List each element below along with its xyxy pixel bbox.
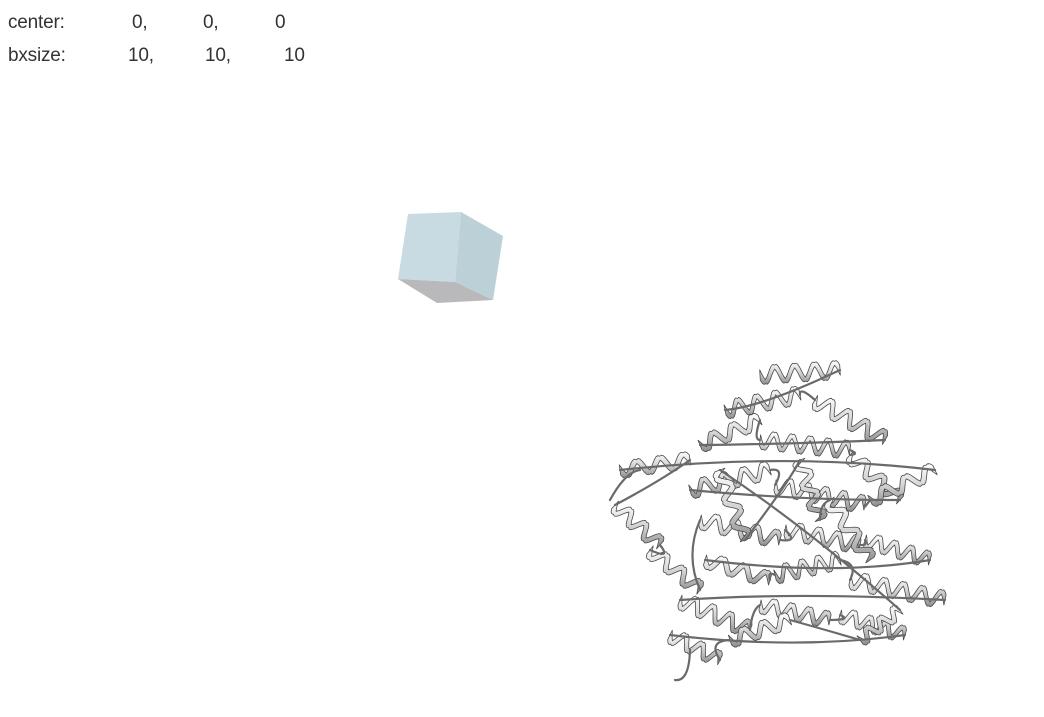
loop-segment [613,458,692,507]
helix-segment [848,572,947,608]
cube-face-front [398,212,461,282]
loop-segment [673,648,692,682]
helix-segment [697,412,763,453]
center-x-value: 0, [132,12,148,33]
loop-segment [848,448,857,457]
bxsize-label: bxsize: [8,45,66,66]
loop-segment [788,618,862,642]
loop-segment [743,458,802,542]
loop-segment [723,368,842,412]
loop-segment [858,538,868,547]
helix-segment [712,467,753,543]
bxsize-x-value: 10, [128,45,154,66]
loop-segment [828,613,846,622]
helix-segment [845,450,905,505]
helix-segment [863,534,932,566]
protein-cartoon[interactable] [608,360,947,682]
center-z-value: 0 [275,12,286,33]
helix-segment [728,612,792,648]
loop-segment [863,498,872,509]
helix-segment [867,463,938,507]
search-box-cube[interactable] [398,212,503,303]
helix-segment [824,496,876,564]
loop-segment [608,468,642,502]
loop-segment [703,558,932,570]
loop-segment [798,390,817,402]
loop-segment [688,488,902,502]
loop-segment [818,498,832,522]
cube-face-bottom [398,279,493,303]
helix-segment [759,431,851,459]
helix-segment [812,395,888,445]
bxsize-row: bxsize: 10, 10, 10 [8,39,328,72]
helix-segment [792,458,828,522]
loop-segment [748,603,762,632]
loop-segment [718,468,902,612]
bxsize-y-value: 10, [205,45,231,66]
loop-segment [714,638,732,662]
helix-segment [838,609,907,641]
bxsize-z-value: 10 [284,45,305,66]
helix-segment [677,594,753,636]
cube-face-right [455,212,503,300]
loop-segment [678,594,947,602]
loop-segment [698,438,887,447]
center-y-value: 0, [203,12,219,33]
helix-segment [856,604,904,646]
helix-segment [646,545,704,595]
center-row: center: 0, 0, 0 [8,6,328,39]
loop-segment [755,418,762,442]
box-info-panel: center: 0, 0, 0 bxsize: 10, 10, 10 [8,6,328,72]
loop-segment [768,572,777,582]
helix-segment [759,360,841,385]
helix-segment [610,500,665,550]
loop-segment [648,543,666,555]
loop-segment [618,459,937,472]
center-label: center: [8,12,65,33]
loop-segment [691,518,702,592]
loop-segment [778,528,793,542]
helix-segment [618,451,692,479]
loop-segment [668,633,907,644]
helix-segment [703,554,772,586]
loop-segment [768,468,781,487]
